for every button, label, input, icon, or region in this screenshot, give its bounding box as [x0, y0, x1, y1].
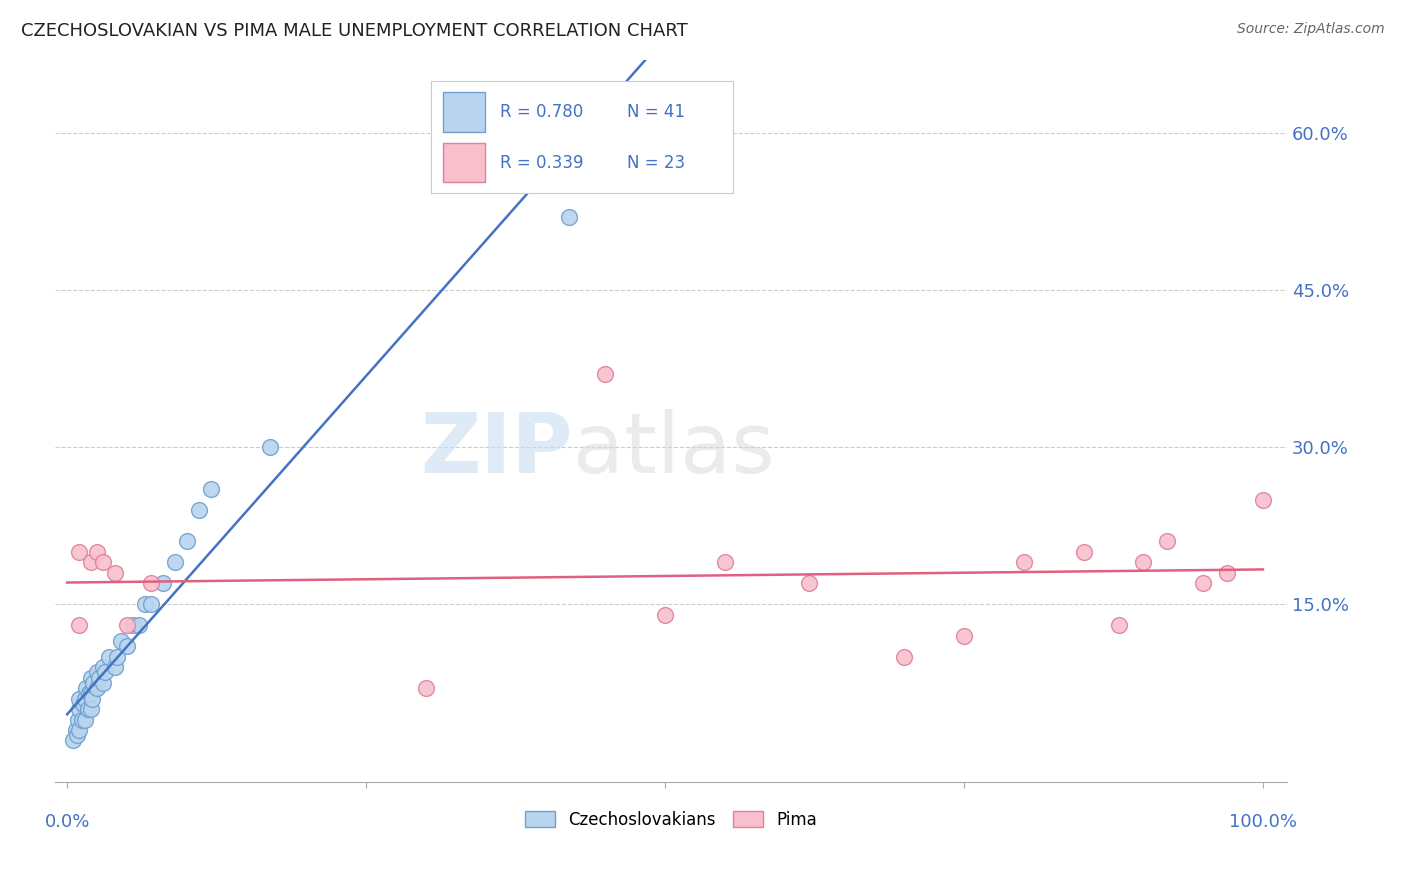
Point	[75, 681, 97, 695]
Point	[65, 723, 87, 737]
Point	[128, 618, 150, 632]
Point	[893, 649, 915, 664]
Point	[91, 676, 114, 690]
Point	[558, 210, 581, 224]
Point	[176, 534, 198, 549]
Point	[122, 618, 145, 632]
Point	[139, 597, 162, 611]
Point	[139, 576, 162, 591]
Point	[654, 607, 676, 622]
Point	[72, 697, 94, 711]
Point	[415, 681, 437, 695]
Point	[593, 367, 616, 381]
Point	[80, 671, 103, 685]
Point	[1192, 576, 1215, 591]
Point	[1132, 555, 1154, 569]
Point	[714, 555, 737, 569]
Point	[152, 576, 174, 591]
Point	[67, 618, 90, 632]
Point	[110, 634, 132, 648]
Point	[200, 482, 222, 496]
Point	[187, 503, 209, 517]
Point	[953, 629, 976, 643]
Point	[104, 566, 127, 580]
Point	[70, 713, 93, 727]
Point	[86, 681, 108, 695]
Point	[1156, 534, 1178, 549]
Point	[82, 691, 104, 706]
Point	[115, 618, 138, 632]
Point	[66, 728, 89, 742]
Legend: Czechoslovakians, Pima: Czechoslovakians, Pima	[519, 804, 824, 836]
Text: 100.0%: 100.0%	[1229, 813, 1296, 831]
Point	[82, 676, 104, 690]
Text: Source: ZipAtlas.com: Source: ZipAtlas.com	[1237, 22, 1385, 37]
Point	[163, 555, 186, 569]
Point	[134, 597, 156, 611]
Point	[115, 639, 138, 653]
Point	[75, 691, 97, 706]
Point	[67, 723, 90, 737]
Text: atlas: atlas	[572, 409, 775, 491]
Text: CZECHOSLOVAKIAN VS PIMA MALE UNEMPLOYMENT CORRELATION CHART: CZECHOSLOVAKIAN VS PIMA MALE UNEMPLOYMEN…	[21, 22, 688, 40]
Point	[259, 440, 281, 454]
Point	[67, 702, 90, 716]
Point	[66, 713, 89, 727]
Point	[107, 649, 129, 664]
Point	[86, 545, 108, 559]
Point	[80, 555, 103, 569]
Point	[89, 671, 111, 685]
Point	[91, 660, 114, 674]
Point	[91, 555, 114, 569]
Point	[80, 702, 103, 716]
Point	[77, 686, 100, 700]
Point	[94, 665, 117, 680]
Point	[75, 713, 97, 727]
Text: 0.0%: 0.0%	[45, 813, 90, 831]
Point	[1108, 618, 1130, 632]
Point	[104, 660, 127, 674]
Text: ZIP: ZIP	[420, 409, 572, 491]
Point	[76, 702, 98, 716]
Point	[1251, 492, 1274, 507]
Point	[62, 733, 84, 747]
Point	[797, 576, 820, 591]
Point	[98, 649, 121, 664]
Point	[67, 545, 90, 559]
Point	[1012, 555, 1035, 569]
Point	[1073, 545, 1095, 559]
Point	[80, 686, 103, 700]
Point	[1216, 566, 1239, 580]
Point	[86, 665, 108, 680]
Point	[67, 691, 90, 706]
